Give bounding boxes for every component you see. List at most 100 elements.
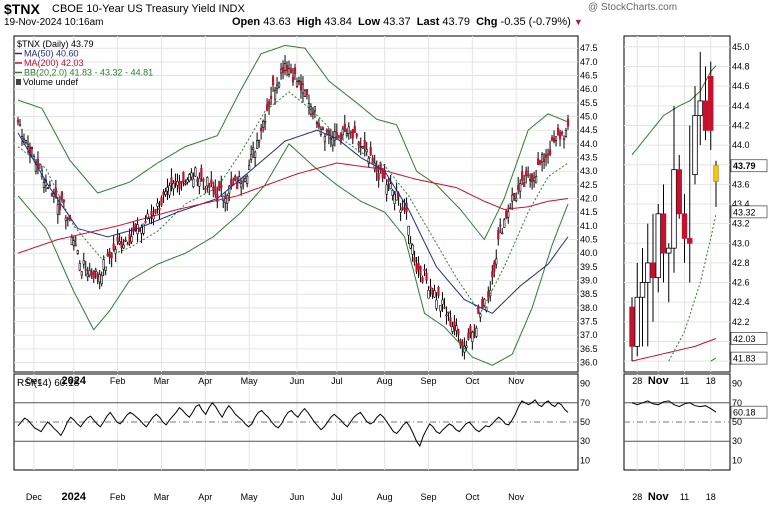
zoom-y-tick-label: 44.8: [732, 62, 750, 72]
candle-body: [204, 187, 207, 190]
down-arrow-icon: ▼: [573, 17, 583, 27]
candle-body: [377, 172, 380, 181]
zoom-y-tick-label: 43.2: [732, 219, 750, 229]
candle-body: [469, 325, 472, 334]
candle-body: [128, 234, 131, 244]
open-value: 43.63: [263, 16, 291, 28]
candle-body: [533, 177, 536, 181]
candle-body: [429, 286, 432, 289]
x-tick-label: Oct: [465, 492, 480, 502]
x-tick-label: Aug: [377, 492, 393, 502]
zoom-y-tick-label: 42.4: [732, 297, 750, 307]
price-label: 42.03: [733, 334, 756, 344]
zoom-y-tick-label: 44.6: [732, 81, 750, 91]
y-tick-label: 45.0: [580, 112, 598, 122]
candle-body: [313, 106, 317, 112]
candle-body: [28, 146, 32, 156]
zoom-y-tick-label: 44.4: [732, 101, 750, 111]
candle-body: [168, 185, 171, 196]
candle-body: [188, 174, 191, 182]
candle-body: [234, 175, 237, 181]
candle-body: [96, 273, 99, 278]
candle-body: [399, 209, 402, 213]
candle-body: [267, 101, 271, 107]
candle-body: [48, 184, 51, 187]
candle-body: [449, 317, 452, 326]
candle-body: [361, 146, 364, 149]
candle-body: [465, 345, 468, 348]
candle-body: [550, 137, 554, 141]
candle-body: [200, 168, 203, 178]
rsi-y-tick-label: 70: [580, 398, 590, 408]
x-tick-label: Feb: [110, 376, 126, 386]
zoom-y-tick-label: 43.6: [732, 179, 750, 189]
candle-body: [186, 179, 189, 183]
legend-entry: MA(200) 42.03: [24, 58, 84, 68]
ma200-line: [17, 162, 569, 254]
zoom-y-tick-label: 43.4: [732, 199, 750, 209]
candle-body: [206, 177, 209, 187]
x-tick-label: Jul: [331, 376, 343, 386]
candle-body: [357, 141, 360, 146]
price-label-box: [730, 351, 768, 365]
symbol-title: $TNX: [4, 1, 40, 17]
y-tick-label: 39.5: [580, 262, 598, 272]
candle-body: [305, 88, 309, 96]
candle-body: [535, 176, 538, 184]
candle-body: [525, 170, 528, 177]
candle-body: [24, 140, 28, 144]
candle-body: [471, 331, 474, 342]
exchange-text: INDX: [218, 3, 245, 15]
last-value: 43.79: [442, 16, 470, 28]
x-tick-label: Mar: [154, 376, 170, 386]
candle-body: [421, 277, 424, 283]
candle-body: [439, 305, 442, 312]
open-label: Open: [232, 16, 261, 28]
candle-body: [451, 326, 454, 332]
zoom-y-tick-label: 42.6: [732, 278, 750, 288]
candle-body: [548, 149, 552, 155]
candle-body: [275, 84, 279, 89]
zoom-x-tick-label: 28: [632, 492, 642, 502]
candle-body: [351, 129, 354, 139]
price-panel: [13, 35, 579, 373]
y-tick-label: 44.5: [580, 125, 598, 135]
candle-body: [154, 208, 157, 214]
zoom-y-tick-label: 42.2: [732, 317, 750, 327]
zoom-bb-lower-line: [668, 213, 717, 362]
candle-body: [184, 182, 187, 185]
candle-body: [415, 263, 418, 272]
y-tick-label: 40.0: [580, 248, 598, 258]
candle-body: [321, 127, 324, 131]
legend-volume-swatch: [16, 79, 21, 85]
candle-body: [112, 243, 115, 250]
candle-body: [64, 217, 67, 221]
candle-body: [293, 67, 297, 75]
candle-body: [285, 64, 289, 72]
candle-body: [303, 90, 307, 97]
candle-body: [655, 213, 661, 279]
candle-body: [62, 199, 65, 203]
price-label-box: [730, 205, 768, 219]
x-tick-label: Aug: [377, 376, 393, 386]
candle-body: [385, 184, 388, 195]
candle-body: [140, 227, 143, 234]
legend-entry: MA(50) 40.60: [24, 49, 79, 59]
rsi-y-tick-label: 50: [580, 417, 590, 427]
candle-body: [629, 306, 635, 347]
candle-body: [240, 183, 243, 188]
y-tick-label: 43.5: [580, 153, 598, 163]
candle-body: [250, 154, 253, 160]
candle-body: [409, 243, 412, 249]
candle-body: [425, 272, 428, 281]
candle-body: [345, 133, 348, 136]
candle-body: [387, 178, 390, 183]
candle-body: [687, 237, 693, 244]
candle-body: [391, 189, 394, 196]
candle-body: [283, 63, 287, 71]
zoom-x-tick-label: 28: [632, 376, 642, 386]
rsi-zoom-y-tick-label: 90: [732, 379, 742, 389]
candle-body: [556, 127, 560, 136]
candle-body: [393, 194, 396, 205]
